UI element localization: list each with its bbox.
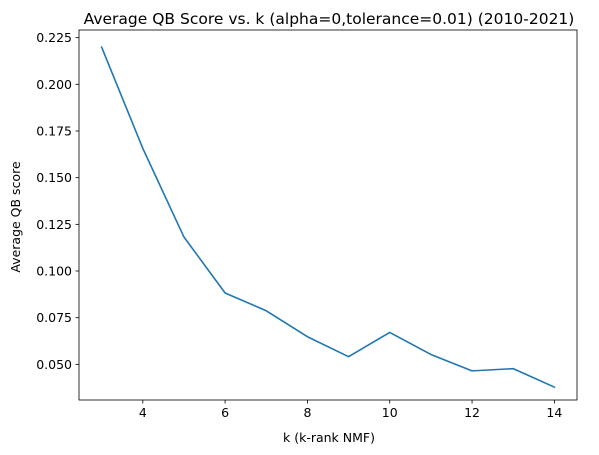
y-tick-label: 0.050 xyxy=(36,357,72,372)
x-tick-label: 8 xyxy=(303,405,311,420)
chart-title: Average QB Score vs. k (alpha=0,toleranc… xyxy=(84,10,575,28)
y-tick-label: 0.075 xyxy=(36,310,72,325)
y-axis-label: Average QB score xyxy=(8,161,23,273)
y-tick-label: 0.150 xyxy=(36,170,72,185)
x-tick-label: 4 xyxy=(139,405,147,420)
x-tick-label: 12 xyxy=(464,405,480,420)
series-line xyxy=(100,46,556,389)
y-tick-label: 0.100 xyxy=(36,264,72,279)
y-tick-label: 0.175 xyxy=(36,123,72,138)
plot-area: 4 6 8 10 12 14 0.050 0.075 0.100 0.125 0.150 0.175… xyxy=(36,29,578,420)
y-tick-label: 0.200 xyxy=(36,77,72,92)
y-tick-label: 0.225 xyxy=(36,30,72,45)
y-axis-ticks: 0.050 0.075 0.100 0.125 0.150 0.175 0.200 0.225 xyxy=(36,30,79,372)
x-axis-label: k (k-rank NMF) xyxy=(283,430,375,445)
x-tick-label: 10 xyxy=(382,405,398,420)
x-tick-label: 14 xyxy=(546,405,562,420)
x-axis-ticks: 4 6 8 10 12 14 xyxy=(139,400,562,420)
y-tick-label: 0.125 xyxy=(36,217,72,232)
axes-frame xyxy=(78,29,578,401)
series-layer xyxy=(100,46,556,389)
x-tick-label: 6 xyxy=(221,405,229,420)
